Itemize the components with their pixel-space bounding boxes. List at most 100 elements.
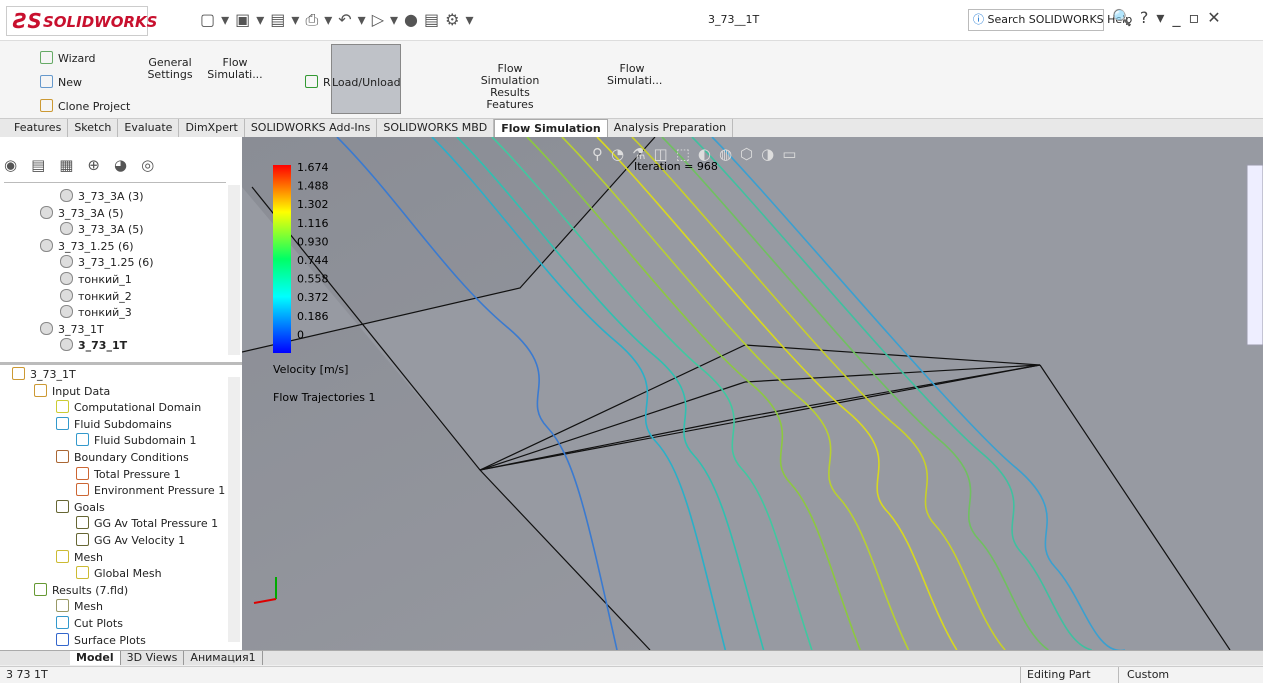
ribbon-button[interactable]: New	[40, 75, 82, 89]
bottom-tab[interactable]: 3D Views	[121, 651, 185, 665]
ribbon-button[interactable]: Flow Simulati...	[607, 63, 662, 87]
analysis-item[interactable]: GG Av Velocity 1	[76, 533, 185, 549]
item-label: Mesh	[74, 600, 103, 614]
analysis-item[interactable]: Surface Plots	[56, 632, 146, 649]
tab[interactable]: Features	[8, 119, 69, 137]
config-label: 3_73_1.25 (6)	[58, 239, 134, 253]
legend-title: Velocity [m/s]	[273, 363, 348, 376]
config-label: тонкий_2	[78, 289, 132, 303]
item-icon	[56, 400, 69, 414]
ribbon-button[interactable]: General Settings	[145, 57, 195, 81]
analysis-item[interactable]: Fluid Subdomain 1	[76, 433, 197, 449]
config-icon	[60, 272, 73, 285]
ribbon-button[interactable]: Flow Simulati...	[205, 57, 265, 81]
scrollbar[interactable]	[228, 377, 240, 642]
tab[interactable]: DimXpert	[179, 119, 245, 137]
analysis-item[interactable]: Goals	[56, 499, 105, 516]
config-item[interactable]: 3_73_1T	[60, 338, 127, 354]
help-icon: ⓘ	[973, 13, 988, 26]
config-item[interactable]: тонкий_2	[60, 288, 132, 305]
analysis-item[interactable]: Cut Plots	[56, 616, 123, 632]
analysis-item[interactable]: Fluid Subdomains	[56, 416, 172, 433]
splitter[interactable]	[0, 362, 242, 365]
command-tabs: Features Sketch Evaluate DimXpert SOLIDWORKS…	[0, 119, 1263, 137]
config-item[interactable]: 3_73_1.25 (6)	[40, 238, 134, 255]
item-label: 3_73_1T	[30, 368, 76, 381]
config-item[interactable]: 3_73_1.25 (6)	[60, 255, 154, 271]
analysis-item[interactable]: 3_73_1T	[12, 367, 76, 383]
button-label: Clone Project	[58, 100, 131, 113]
analysis-item[interactable]: Total Pressure 1	[76, 466, 181, 483]
ribbon-button[interactable]: Load/Unload	[331, 44, 401, 114]
config-label: 3_73_1.25 (6)	[78, 256, 154, 270]
config-icon	[60, 338, 73, 352]
bottom-tab[interactable]: Model	[70, 651, 121, 665]
task-pane-icons[interactable]	[1246, 164, 1263, 346]
config-item[interactable]: тонкий_3	[60, 305, 132, 321]
analysis-item[interactable]: Results (7.fld)	[34, 582, 128, 599]
config-label: 3_73_1T	[58, 322, 104, 336]
analysis-item[interactable]: Computational Domain	[56, 400, 201, 416]
legend-value: 1.674	[297, 161, 329, 174]
button-label: Flow Simulation Results Features	[480, 62, 540, 111]
analysis-item[interactable]: Global Mesh	[76, 566, 162, 582]
config-item[interactable]: 3_73_3A (3)	[60, 189, 144, 205]
status-document: 3 73 1T	[6, 668, 48, 681]
config-label: тонкий_3	[78, 306, 132, 320]
config-item[interactable]: 3_73_1T	[40, 321, 104, 338]
legend-value: 0.372	[297, 291, 329, 304]
analysis-item[interactable]: GG Av Total Pressure 1	[76, 516, 218, 532]
tab[interactable]: SOLIDWORKS Add-Ins	[245, 119, 378, 137]
search-box[interactable]: ⓘ Search SOLIDWORKS Help	[968, 9, 1132, 31]
button-label: Load/Unload	[332, 76, 401, 89]
streamline	[596, 137, 958, 650]
config-item[interactable]: 3_73_3A (5)	[40, 205, 124, 222]
scrollbar[interactable]	[228, 185, 240, 355]
quick-access[interactable]: ▢▾▣▾▤▾⎙▾↶▾▷▾●▤⚙▾	[200, 10, 480, 29]
window-controls[interactable]: 🔍?▾_▫✕	[1112, 8, 1229, 27]
item-icon	[56, 499, 69, 513]
config-item[interactable]: 3_73_3A (5)	[60, 222, 144, 238]
analysis-item[interactable]: Environment Pressure 1	[76, 483, 225, 499]
button-label: New	[58, 76, 82, 89]
button-label: Wizard	[58, 52, 96, 65]
item-label: GG Av Velocity 1	[94, 534, 186, 547]
button-icon	[40, 99, 53, 112]
heads-up-toolbar[interactable]: ⚲◔⚗◫⬚◐◍⬡◑▭	[592, 145, 804, 163]
analysis-item[interactable]: Boundary Conditions	[56, 450, 189, 466]
bottom-tab[interactable]: Анимация1	[184, 651, 263, 665]
tab[interactable]: Analysis Preparation	[608, 119, 734, 137]
graphics-area[interactable]: 1.674 1.488 1.302 1.116 0.930 0.744 0.558 0.372…	[242, 137, 1263, 650]
button-icon	[305, 75, 318, 88]
streamline	[336, 137, 618, 650]
axis-triad	[253, 577, 277, 604]
status-mode: Editing Part	[1020, 667, 1091, 683]
status-bar: 3 73 1T Editing Part Custom	[0, 666, 1263, 683]
ribbon-button[interactable]: Flow Simulation Results Features	[470, 63, 550, 111]
document-title: 3_73__1T	[708, 13, 760, 26]
item-icon	[76, 483, 89, 497]
tab[interactable]: SOLIDWORKS MBD	[377, 119, 495, 137]
analysis-item[interactable]: Mesh	[56, 549, 103, 566]
button-label: Flow Simulati...	[607, 62, 663, 87]
config-label: тонкий_1	[78, 273, 132, 286]
analysis-item[interactable]: Input Data	[34, 383, 110, 400]
button-icon	[40, 51, 53, 64]
config-icon	[60, 305, 73, 319]
item-icon	[56, 616, 69, 629]
config-item[interactable]: тонкий_1	[60, 272, 132, 288]
logo-box[interactable]: ƧS SOLIDWORKS	[6, 6, 157, 36]
config-label: 3_73_3A (5)	[58, 206, 124, 220]
item-label: Total Pressure 1	[94, 467, 181, 481]
legend-value: 0.930	[297, 235, 329, 248]
tab[interactable]: Flow Simulation	[494, 119, 608, 137]
legend-value: 1.302	[297, 198, 329, 211]
tab[interactable]: Sketch	[68, 119, 119, 137]
ribbon-button[interactable]: Clone Project	[40, 99, 130, 113]
panel-tabs[interactable]: ◉▤▦⊕◕◎	[4, 156, 226, 183]
ribbon-button[interactable]: Wizard	[40, 51, 96, 65]
analysis-item[interactable]: Mesh	[56, 599, 103, 615]
status-units[interactable]: Custom	[1118, 667, 1169, 683]
item-label: Fluid Subdomains	[74, 417, 172, 431]
tab[interactable]: Evaluate	[118, 119, 180, 137]
